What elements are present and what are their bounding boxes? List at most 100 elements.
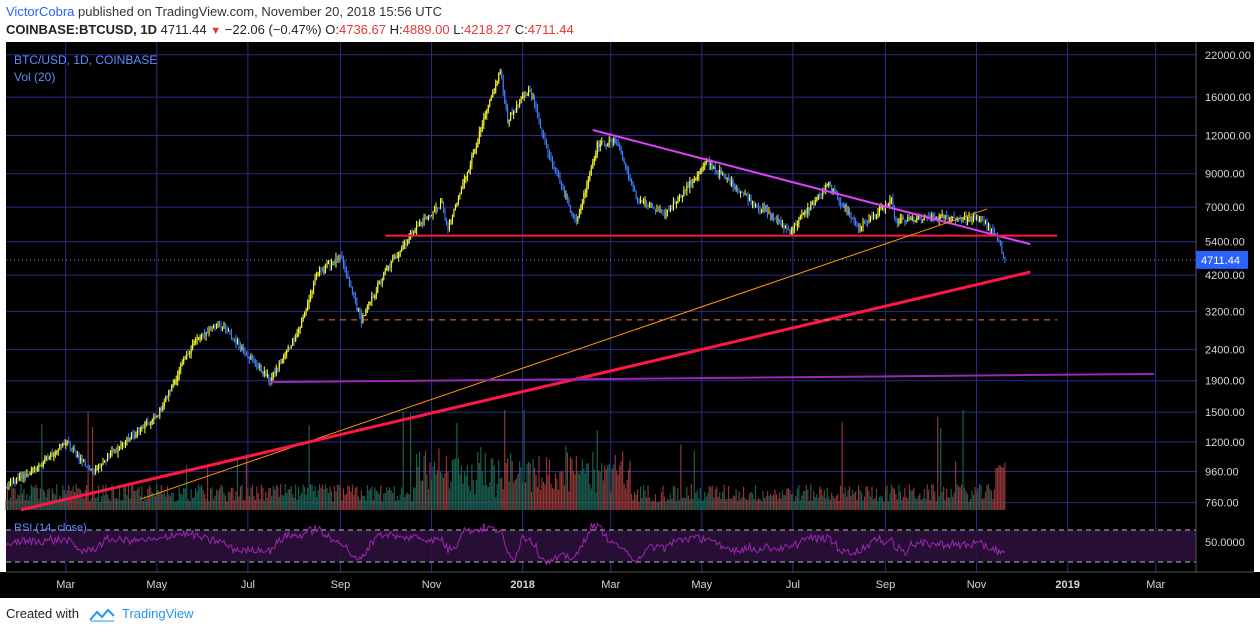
candle-body [189,353,191,355]
volume-bar [360,490,362,510]
plot-background[interactable] [6,42,1196,572]
volume-bar [856,499,858,510]
volume-bar [787,487,789,510]
volume-bar [789,490,791,510]
candle-body [710,163,712,165]
volume-bar [402,411,404,510]
volume-bar [956,484,958,510]
candle-body [790,230,792,235]
candle-body [139,427,141,432]
volume-bar [154,496,156,510]
candle-body [368,301,370,307]
candle-body [689,181,691,188]
volume-bar [438,448,440,510]
price-tick-label: 4200.00 [1205,270,1245,282]
candle-body [687,185,689,188]
volume-bar [404,497,406,510]
candle-body [98,463,100,469]
trendlines[interactable] [6,129,1196,512]
candle-body [296,332,298,338]
candle-body [899,218,901,220]
volume-bar [702,500,704,510]
candle-body [807,207,809,214]
tradingview-logo-icon[interactable] [88,608,115,622]
time-axis[interactable]: Mar May Jul Sep Nov 2018 Mar May Jul Sep Nov 2019 Ma… [0,42,1260,598]
volume-bar [51,488,53,510]
volume-bar [318,484,321,510]
candle-body [407,239,409,244]
candle-body [950,216,952,219]
candle-body [169,390,171,392]
candle-body [875,214,877,218]
volume-bar [714,489,716,510]
volume-bar [878,496,881,510]
volume-bar [760,501,763,510]
candle-body [307,304,309,310]
volume-bar [575,455,577,510]
candle-body [695,178,697,180]
volume-bar [163,490,165,510]
candle-body [63,442,65,446]
volume-bar [262,487,264,510]
volume-bar [347,485,349,510]
volume-bar [907,498,909,510]
candle-body [723,173,725,175]
volume-bar [274,489,276,510]
candle-body [769,212,771,219]
candle-body [411,231,413,235]
candle-body [8,484,10,489]
candle-body [431,215,433,217]
volume-bar [18,495,21,510]
volume-bar [333,486,336,510]
volume-bar [716,486,718,510]
candle-body [323,268,325,273]
volume-bar [536,487,539,510]
volume-bar [280,484,282,510]
volume-bar [556,478,558,510]
chart-area[interactable]: 22000.00 16000.00 12000.00 9000.00 7000.00 54… [0,42,1260,598]
volume-bar [238,496,240,510]
volume-bar [36,488,38,510]
volume-bar [660,492,663,510]
candle-body [477,142,479,148]
volume-bar [992,498,994,510]
volume-bar [871,486,873,510]
volume-bar [272,485,274,510]
candle-body [793,223,795,229]
tradingview-link[interactable]: TradingView [122,606,194,621]
candle-body [862,221,864,227]
price-tick-label: 1200.00 [1205,437,1245,449]
volume-bar [774,489,776,510]
candle-body [838,198,840,202]
candle-body [87,467,89,469]
candle-body [893,205,895,218]
candle-body [242,346,244,351]
volume-bar [217,491,219,510]
candle-body [575,218,577,222]
volume-bar [250,487,252,510]
candle-body [204,333,206,337]
volume-bar [669,493,672,510]
candle-body [38,464,40,468]
author-link[interactable]: VictorCobra [6,4,75,19]
volume-bar [710,487,712,510]
volume-bar [401,487,403,510]
volume-bar [421,480,424,510]
volume-bar [890,484,893,510]
volume-bar [1001,467,1003,510]
price-axis-background[interactable] [1196,42,1254,572]
candle-body [489,99,491,106]
candle-body [429,215,431,216]
candle-body [118,447,120,449]
candle-body [60,444,62,447]
volume-bar [97,485,100,510]
volume-bar [487,487,489,510]
candle-body [840,201,842,205]
volume-bar [41,424,43,510]
candle-body [755,204,757,206]
candle-body [481,125,483,129]
volume-bar [499,478,501,510]
candle-body [698,171,700,176]
price-axis[interactable]: 22000.00 16000.00 12000.00 9000.00 7000.00 54… [1205,50,1251,510]
volume-bar [47,490,49,510]
